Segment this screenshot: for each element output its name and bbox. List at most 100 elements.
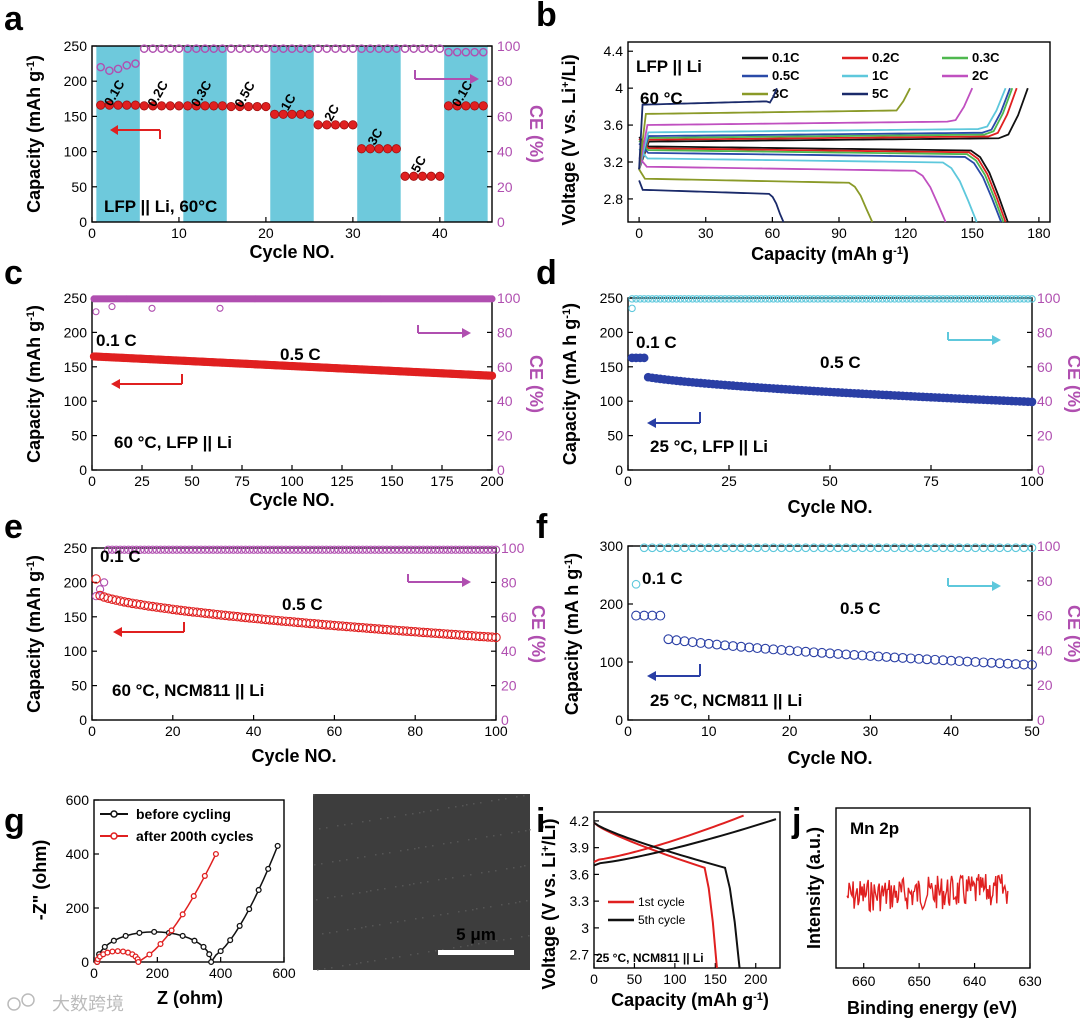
capacity-point: [978, 657, 989, 668]
sem-grain: [486, 836, 488, 838]
ce-point: [164, 545, 173, 554]
sem-grain: [366, 891, 368, 893]
ce-arrow-head: [462, 328, 471, 338]
y-axis-label: Capacity (mAh g-1): [24, 305, 44, 463]
discharge-curve: [593, 821, 718, 969]
sem-grain: [402, 885, 404, 887]
sem-grain: [326, 827, 328, 829]
capacity-point: [728, 641, 738, 652]
sem-grain: [476, 908, 478, 910]
x-tick-label: 100: [484, 723, 508, 739]
y-right-tick-label: 40: [1037, 393, 1053, 409]
y-tick-label: 200: [64, 324, 88, 340]
ce-point: [362, 545, 371, 554]
x-tick-label: 150: [380, 473, 404, 489]
charge-curve: [638, 87, 1029, 170]
ce-point: [392, 44, 401, 53]
y-tick-label: 200: [64, 73, 88, 89]
discharge-curve: [593, 821, 741, 969]
x-tick-label: 0: [88, 723, 96, 739]
eis-point: [110, 937, 117, 944]
sem-grain: [322, 933, 324, 935]
capacity-point: [122, 100, 132, 110]
capacity-point: [695, 638, 706, 648]
ce-point: [452, 47, 462, 57]
ce-point: [652, 295, 661, 303]
sem-grain: [425, 846, 427, 848]
x-tick-label: 60: [327, 723, 343, 739]
capacity-point: [687, 637, 698, 648]
capacity-point: [833, 648, 844, 659]
x-tick-label: 175: [430, 473, 454, 489]
x-tick-label: 30: [345, 225, 361, 241]
capacity-point: [986, 657, 997, 668]
sem-grain: [370, 890, 372, 892]
ce-point: [463, 545, 472, 554]
y-tick-label: 0: [615, 712, 623, 728]
sem-grain: [470, 874, 472, 876]
eis-point: [120, 948, 127, 955]
capacity-point: [889, 652, 900, 663]
rate-label-first: 0.1 C: [636, 333, 677, 352]
ce-point: [444, 47, 453, 57]
y-right-tick-label: 80: [501, 574, 517, 590]
ce-point: [1020, 295, 1028, 303]
sem-grain: [448, 807, 450, 809]
sem-grain: [356, 963, 358, 965]
capacity-point: [849, 650, 860, 660]
capacity-point: [383, 144, 393, 154]
ce-point: [310, 545, 319, 554]
ce-point: [1024, 295, 1032, 303]
y-right-tick-label: 20: [497, 179, 513, 195]
sem-grain: [375, 854, 377, 856]
sem-grain: [493, 835, 495, 837]
ce-point: [334, 545, 343, 554]
sem-grain: [462, 805, 464, 807]
ce-point: [717, 295, 725, 303]
sem-grain: [417, 953, 419, 955]
sem-grain: [316, 899, 318, 901]
x-tick-label: 20: [782, 723, 798, 739]
rate-band: [270, 46, 314, 222]
ce-point: [184, 545, 194, 554]
y-right-tick-label: 100: [1037, 538, 1061, 554]
ce-point: [378, 545, 388, 554]
eis-point: [227, 937, 234, 944]
ce-point: [701, 295, 709, 303]
x-tick-label: 60: [765, 225, 781, 241]
sem-grain: [317, 969, 319, 971]
eis-point: [236, 922, 243, 929]
capacity-point: [174, 101, 184, 111]
sem-grain: [435, 950, 437, 952]
ce-point: [692, 295, 701, 303]
ce-point: [200, 545, 210, 554]
ce-point: [122, 61, 132, 70]
ce-point: [729, 295, 737, 303]
ce-point: [461, 47, 471, 57]
x-tick-label: 25: [721, 473, 737, 489]
eis-point: [246, 906, 253, 913]
legend-label: 0.3C: [972, 50, 1000, 65]
capacity-point: [930, 654, 940, 665]
legend-label: 0.1C: [772, 50, 800, 65]
y-right-axis-label: CE (%): [1064, 605, 1080, 663]
capacity-point: [752, 643, 763, 654]
sem-grain: [503, 939, 505, 941]
ce-point: [684, 295, 693, 303]
ce-point: [402, 545, 412, 554]
ce-point: [749, 295, 757, 303]
ce-point: [894, 295, 903, 303]
sem-grain: [346, 859, 348, 861]
ce-point: [475, 545, 484, 554]
y-axis-label: Voltage (V vs. Li+/Li): [539, 818, 559, 989]
sem-grain: [511, 832, 513, 834]
plot-frame-g: [93, 799, 285, 963]
y-tick-label: 3.6: [570, 866, 590, 882]
sem-grain: [506, 868, 508, 870]
ce-point: [696, 295, 705, 303]
sem-grain: [490, 906, 492, 908]
ce-point: [640, 295, 648, 303]
ce-point: [407, 545, 416, 554]
panel-annotation: Mn 2p: [850, 819, 899, 838]
ce-point: [943, 295, 951, 303]
